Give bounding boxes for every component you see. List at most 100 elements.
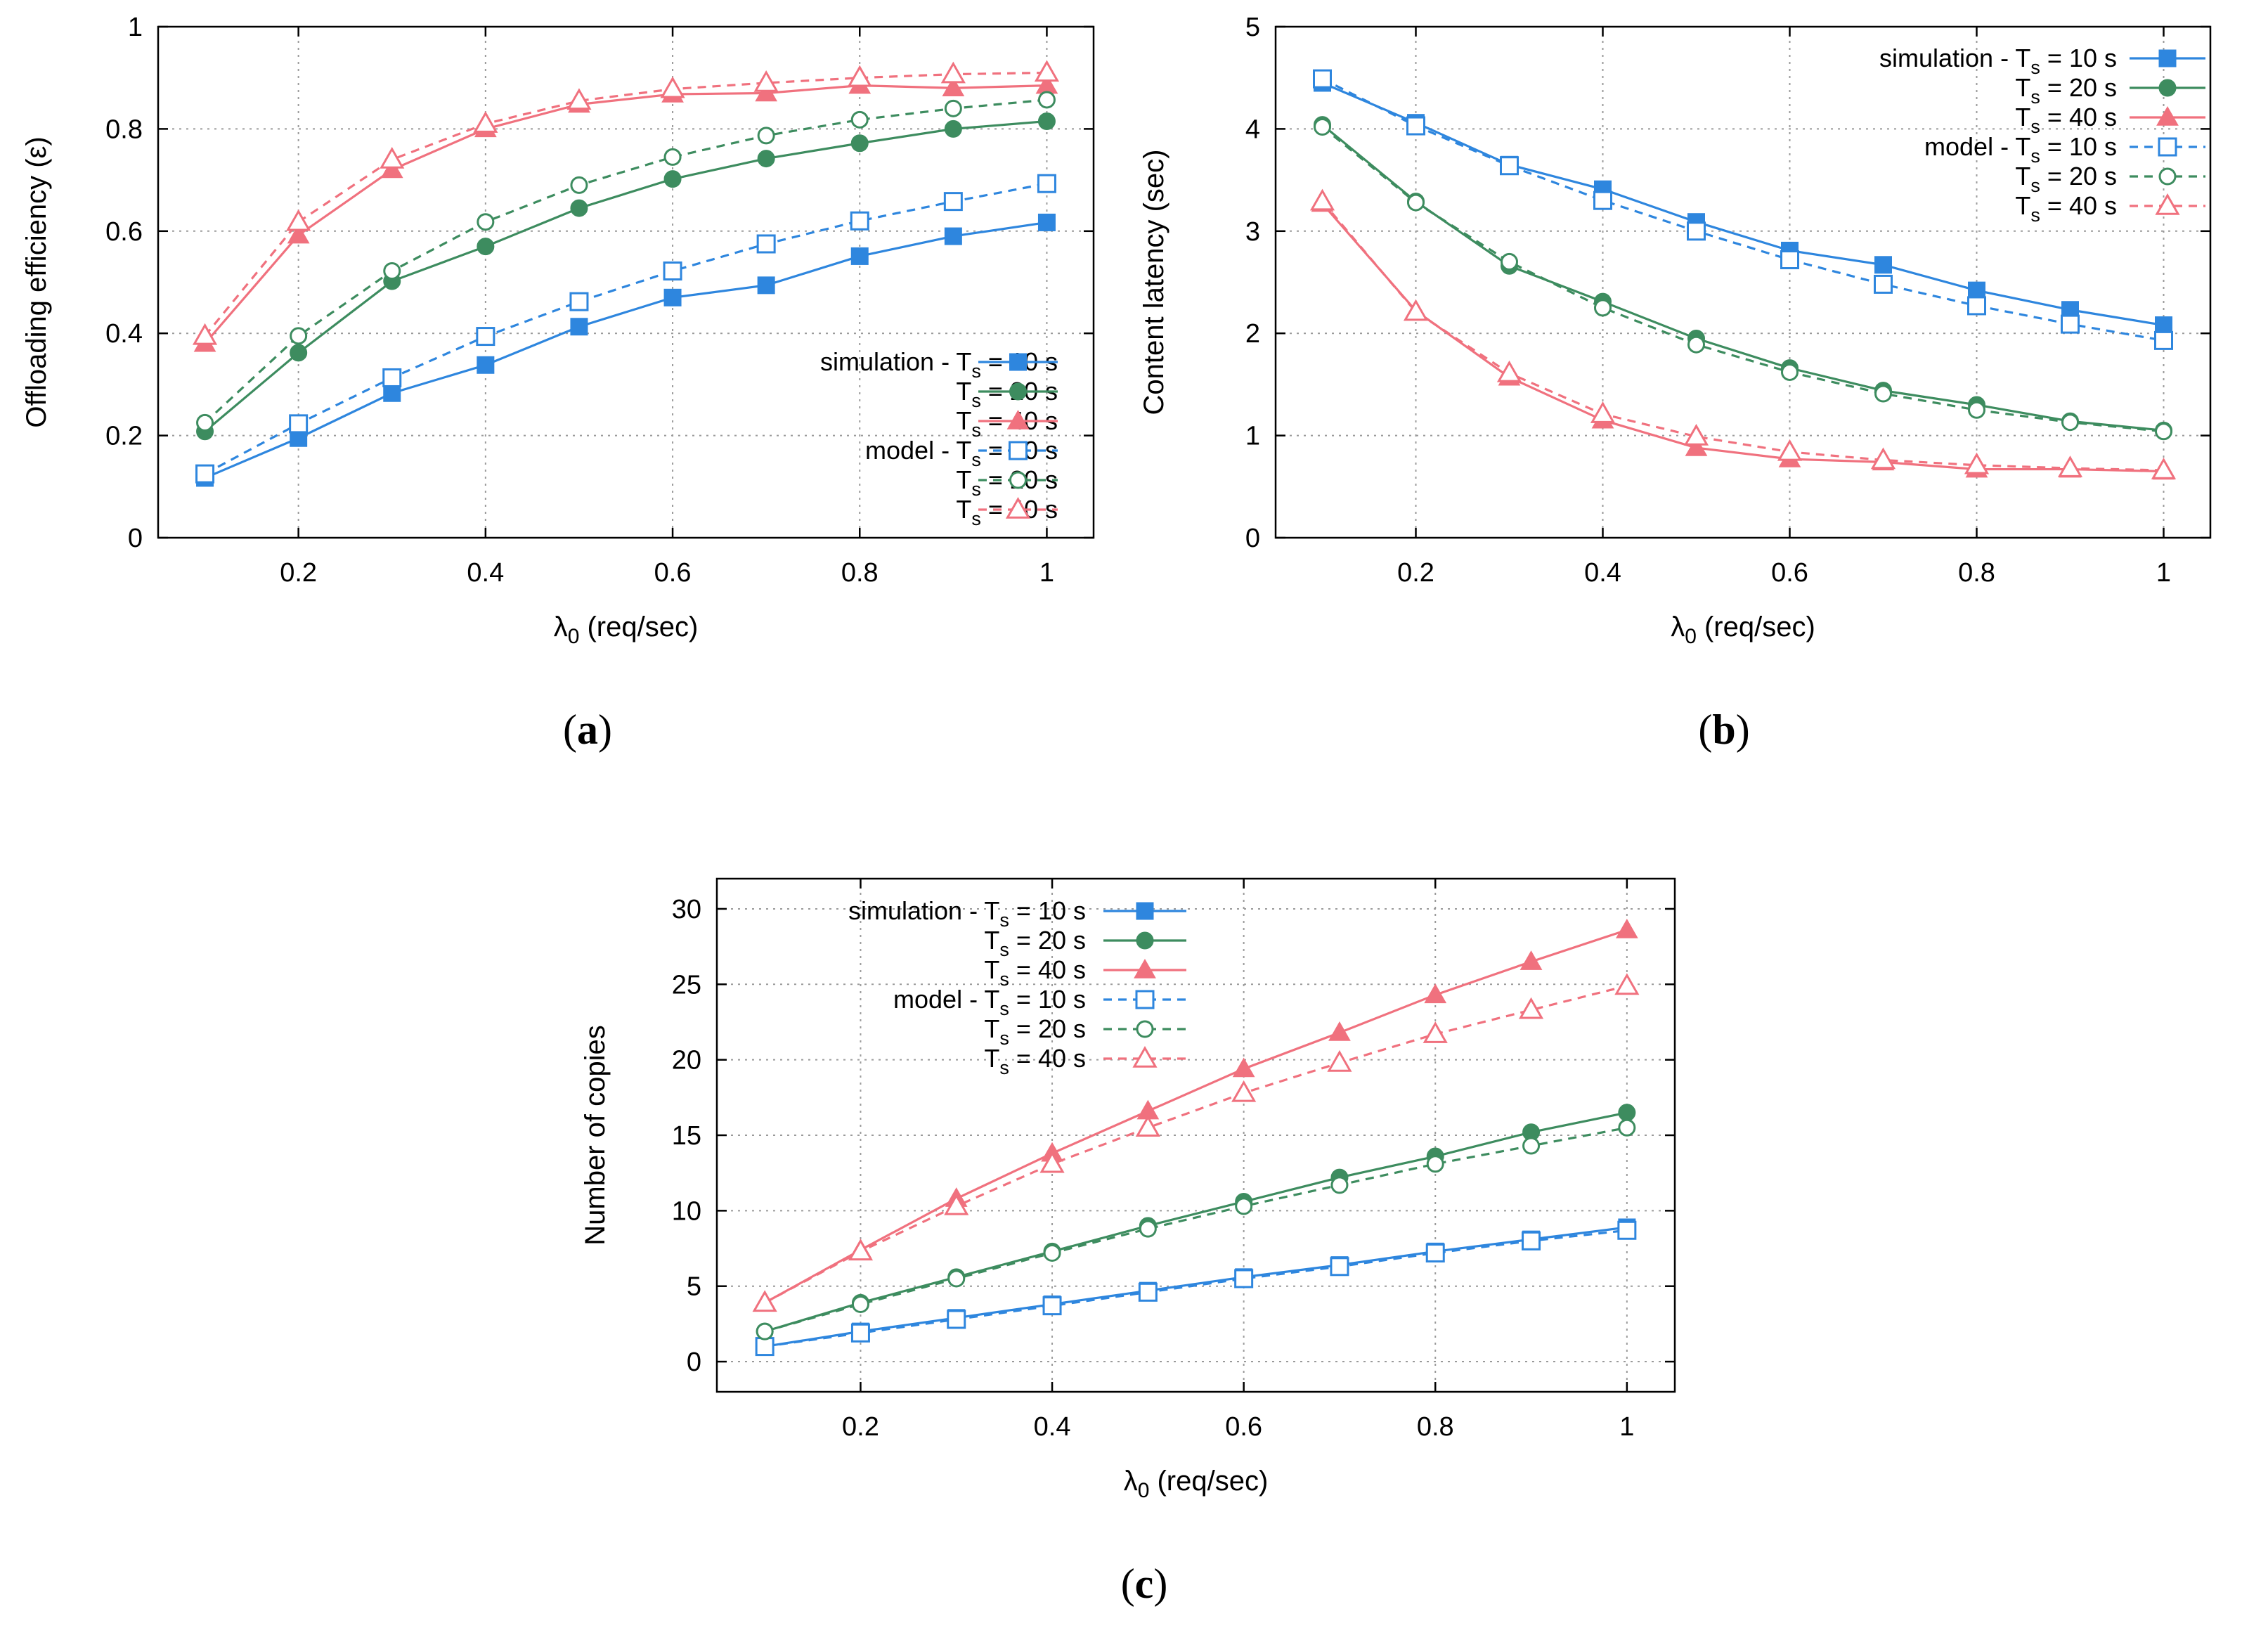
- legend-label-1-symbol: T: [956, 377, 971, 406]
- y-tick-label-5: 25: [672, 970, 701, 1000]
- series-5-point-4: [566, 88, 592, 110]
- legend-label-0: simulation - Ts = 10 s: [1879, 44, 2117, 78]
- x-axis-label-unit: (req/sec): [1149, 1466, 1268, 1497]
- legend-label-2: Ts = 40 s: [984, 955, 1086, 990]
- series-5-point-0: [752, 1290, 777, 1312]
- y-tick-label-3: 3: [1245, 217, 1260, 247]
- legend-label-1-symbol: T: [2015, 73, 2030, 102]
- legend-label-1-value: = 20 s: [2040, 73, 2117, 102]
- series-4-point-9: [2155, 422, 2172, 441]
- series-5-point-3: [1590, 401, 1616, 423]
- series-4-point-3: [1594, 299, 1612, 317]
- series-5-line: [204, 71, 1047, 337]
- x-tick-label-2: 0.6: [654, 558, 692, 588]
- legend-label-0-symbol: T: [984, 896, 999, 925]
- series-0-line: [1321, 82, 2164, 327]
- y-tick-label-2: 10: [672, 1196, 701, 1226]
- series-1-point-9: [1618, 1104, 1636, 1122]
- x-axis-label-symbol: λ: [554, 612, 568, 642]
- series-5-point-6: [1327, 1049, 1352, 1072]
- x-tick-label-3: 0.8: [1958, 558, 1995, 588]
- legend-label-0-prefix: simulation -: [820, 347, 956, 376]
- legend-marker-5: [2155, 193, 2180, 215]
- legend-label-3-subscript: s: [999, 998, 1009, 1019]
- series-5-point-0: [192, 323, 218, 345]
- legend: simulation - Ts = 10 sTs = 20 sTs = 40 s…: [820, 347, 1058, 529]
- panel-caption-open: (: [1121, 1561, 1135, 1607]
- series-0-point-9: [1037, 213, 1056, 231]
- x-axis-label-symbol: λ: [1671, 612, 1685, 642]
- series-4-point-1: [290, 327, 308, 345]
- series-2-point-6: [1328, 1021, 1351, 1041]
- x-tick-label-1: 0.4: [1584, 558, 1621, 588]
- series-3-point-2: [382, 368, 402, 387]
- series-3-point-7: [1967, 296, 1986, 316]
- series-1-line: [1321, 124, 2164, 432]
- series-3-point-7: [1425, 1243, 1445, 1262]
- series-4-point-9: [1618, 1118, 1636, 1137]
- plot-frame: [157, 25, 1095, 539]
- x-axis-label-symbol: λ: [1124, 1466, 1138, 1497]
- series-5-point-3: [473, 111, 498, 133]
- series-3-point-1: [289, 414, 309, 434]
- series-3-point-2: [947, 1310, 966, 1329]
- legend: simulation - Ts = 10 sTs = 20 sTs = 40 s…: [848, 896, 1186, 1078]
- series-3-point-5: [1780, 250, 1799, 270]
- legend-label-3-symbol: T: [2015, 132, 2030, 161]
- legend-marker-4: [1009, 471, 1027, 489]
- series-3-point-4: [1687, 221, 1706, 241]
- legend-label-0-value: = 10 s: [2040, 44, 2117, 72]
- legend-marker-0: [2158, 49, 2177, 67]
- series-4-point-0: [1314, 117, 1331, 136]
- series-3-point-3: [1042, 1296, 1062, 1316]
- y-tick-label-2: 2: [1245, 319, 1260, 349]
- x-tick-label-2: 0.6: [1771, 558, 1808, 588]
- x-tick-label-0: 0.2: [1397, 558, 1434, 588]
- x-axis-label: λ0 (req/sec): [554, 612, 699, 648]
- series-5-point-8: [2057, 456, 2083, 477]
- series-5-point-9: [1034, 60, 1060, 82]
- legend-label-4-subscript: s: [999, 1028, 1009, 1049]
- legend-marker-1: [1009, 382, 1027, 401]
- series-5-point-9: [2151, 458, 2177, 479]
- legend-label-4-value: = 20 s: [1009, 1014, 1086, 1043]
- x-tick-label-1: 0.4: [467, 558, 504, 588]
- legend-label-4-symbol: T: [984, 1014, 999, 1043]
- legend-label-3-subscript: s: [971, 449, 981, 470]
- x-axis-label-subscript: 0: [1138, 1479, 1150, 1502]
- legend-label-2-subscript: s: [971, 420, 981, 441]
- series-1-point-1: [290, 344, 308, 362]
- legend-label-4-symbol: T: [2015, 162, 2030, 190]
- series-3-point-2: [1500, 156, 1519, 176]
- legend-marker-0: [1136, 902, 1154, 920]
- y-axis-label: Number of copies: [580, 1025, 611, 1245]
- series-1-point-9: [1037, 112, 1056, 130]
- series-4-point-2: [947, 1270, 966, 1288]
- legend-label-5: Ts = 40 s: [2015, 191, 2117, 226]
- series-3-point-6: [756, 234, 776, 254]
- legend-label-2-symbol: T: [984, 955, 999, 984]
- series-1-point-5: [663, 170, 682, 188]
- x-tick-label-3: 0.8: [841, 558, 879, 588]
- series-0-point-3: [477, 356, 495, 374]
- legend-label-0-value: = 10 s: [1009, 896, 1086, 925]
- x-axis-label: λ0 (req/sec): [1124, 1466, 1269, 1502]
- series-3-point-0: [755, 1337, 775, 1357]
- series-5-point-8: [1518, 997, 1544, 1019]
- legend-label-2-subscript: s: [2030, 116, 2040, 137]
- panel-caption-close: ): [1736, 706, 1750, 753]
- series-4-point-6: [1874, 385, 1892, 403]
- legend-label-1-symbol: T: [984, 926, 999, 955]
- x-tick-label-4: 1: [1039, 558, 1054, 588]
- series-4-point-4: [1139, 1220, 1157, 1238]
- legend-label-3-prefix: model -: [1924, 132, 2015, 161]
- legend-label-1-subscript: s: [2030, 86, 2040, 108]
- series-4-line: [764, 1126, 1628, 1333]
- y-axis-label: Offloading efficiency (ε): [21, 136, 52, 427]
- series-4-point-8: [1522, 1137, 1541, 1155]
- series-4-line: [204, 98, 1047, 424]
- legend-label-4-subscript: s: [971, 479, 981, 500]
- x-axis-label-subscript: 0: [1685, 625, 1697, 648]
